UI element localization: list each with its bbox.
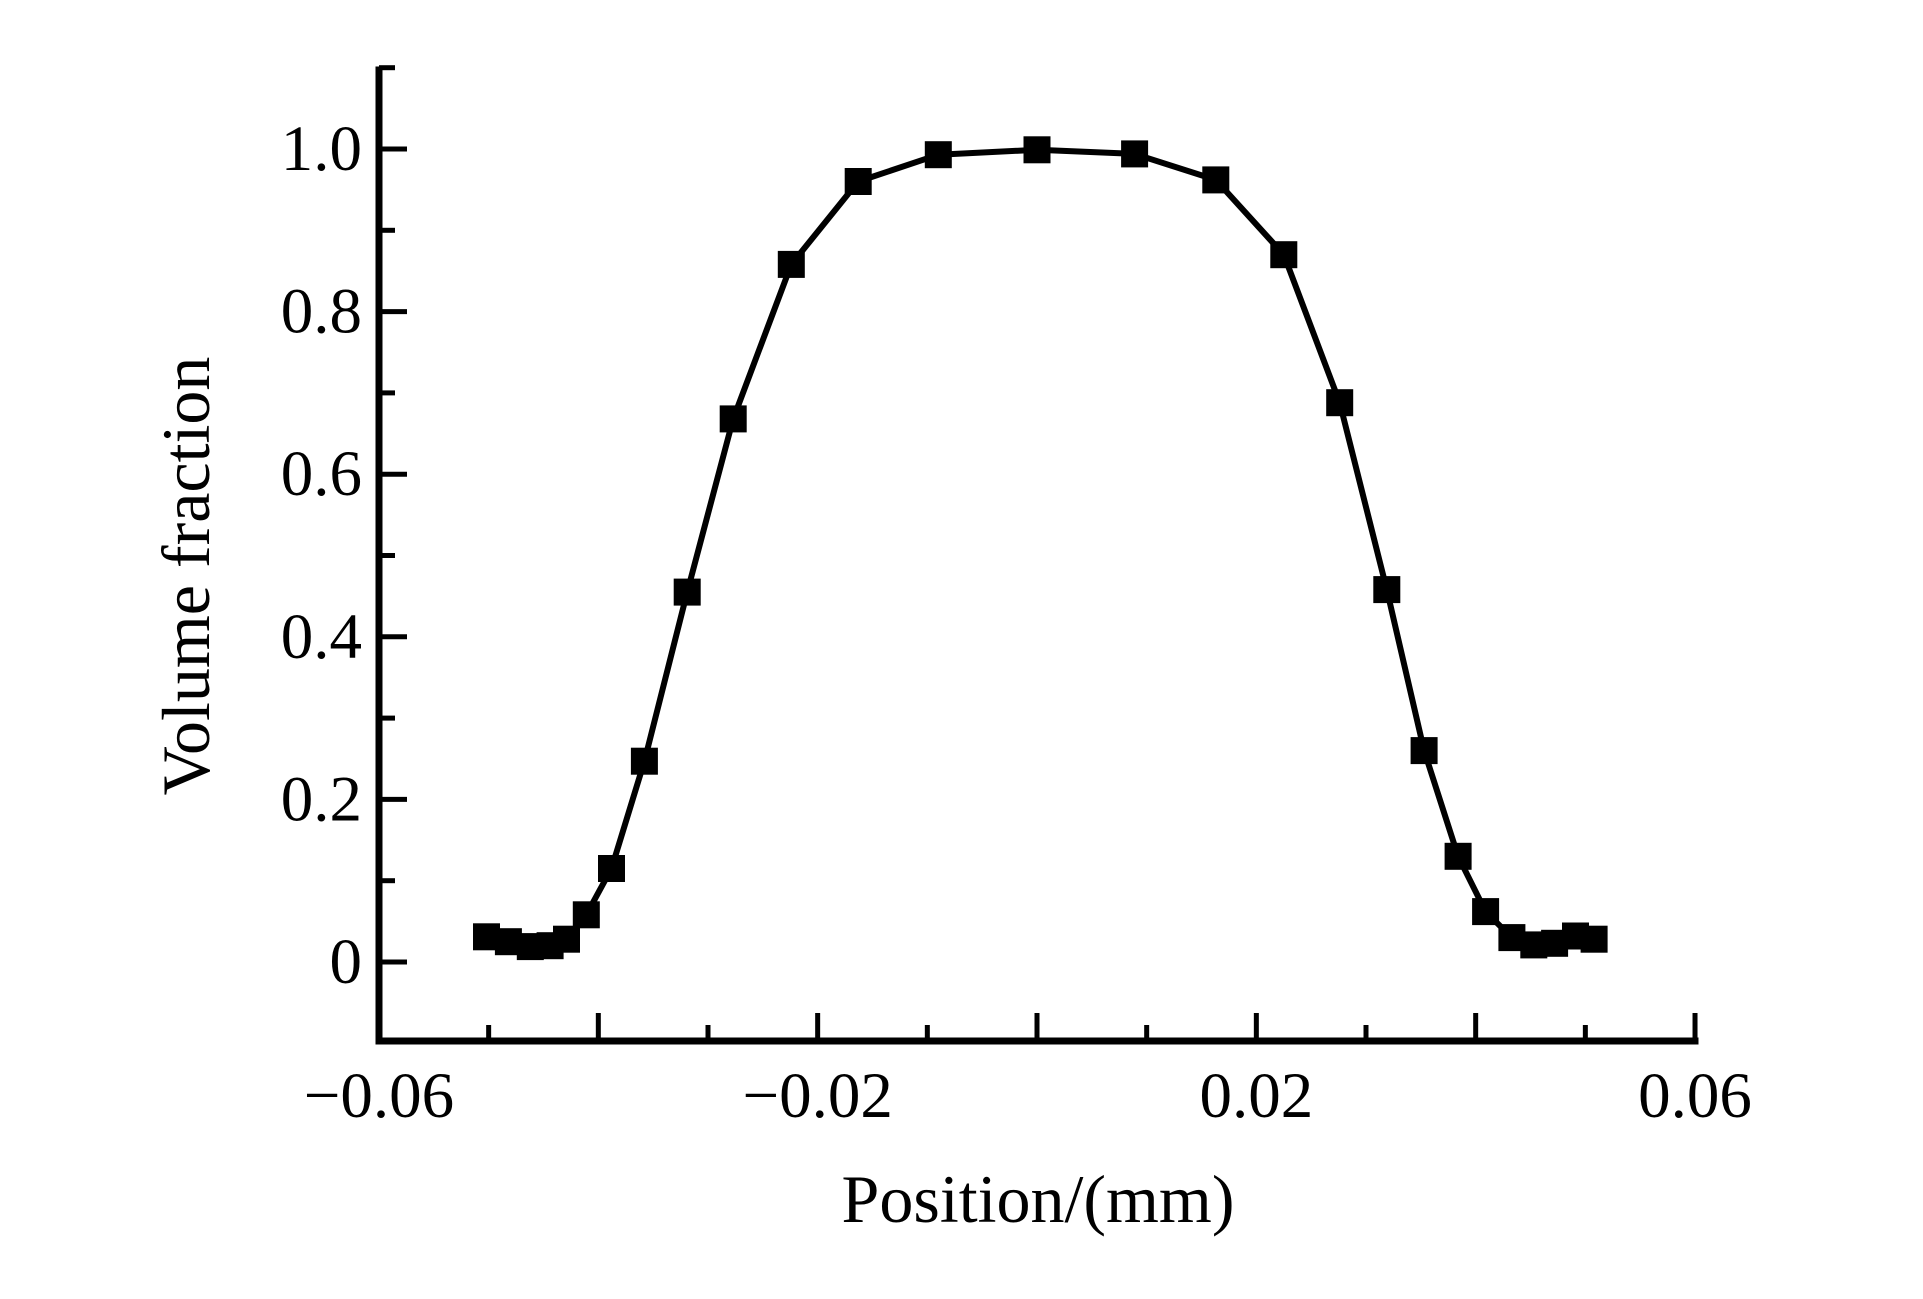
data-point-marker xyxy=(630,747,658,775)
data-point-marker xyxy=(1202,166,1230,194)
data-point-marker xyxy=(1121,140,1149,168)
data-point-marker xyxy=(719,405,747,433)
x-tick-label: 0.02 xyxy=(1199,1060,1313,1132)
y-tick-label: 0.2 xyxy=(281,763,362,835)
data-point-marker xyxy=(1373,576,1401,604)
y-axis-title: Volume fraction xyxy=(148,357,224,796)
data-point-marker xyxy=(598,855,625,882)
x-tick-label: 0.06 xyxy=(1638,1060,1752,1132)
data-point-marker xyxy=(572,901,600,929)
x-tick-label: −0.06 xyxy=(304,1060,454,1132)
data-point-marker xyxy=(1580,925,1608,953)
data-series xyxy=(473,136,1608,961)
data-point-marker xyxy=(1472,898,1500,926)
data-point-marker xyxy=(1270,241,1298,269)
data-point-marker xyxy=(1326,389,1354,417)
data-point-marker xyxy=(1023,136,1051,164)
y-tick-label: 0 xyxy=(330,926,363,998)
x-axis-title: Position/(mm) xyxy=(842,1161,1235,1237)
data-point-marker xyxy=(673,578,701,606)
data-point-marker xyxy=(1444,842,1472,870)
y-tick-label: 1.0 xyxy=(281,113,362,185)
axes: −0.06 −0.02 0.02 0.06 0 0.2 0.4 0.6 0.8 1.0 xyxy=(281,65,1752,1132)
data-point-marker xyxy=(1410,737,1438,765)
y-tick-label: 0.4 xyxy=(281,601,362,673)
y-tick-label: 0.6 xyxy=(281,438,362,510)
data-point-marker xyxy=(553,925,580,953)
data-point-marker xyxy=(924,141,952,169)
data-point-marker xyxy=(844,168,872,195)
y-tick-label: 0.8 xyxy=(281,276,362,348)
x-tick-label: −0.02 xyxy=(742,1060,892,1132)
series-line xyxy=(485,146,1595,950)
data-point-marker xyxy=(777,250,805,278)
